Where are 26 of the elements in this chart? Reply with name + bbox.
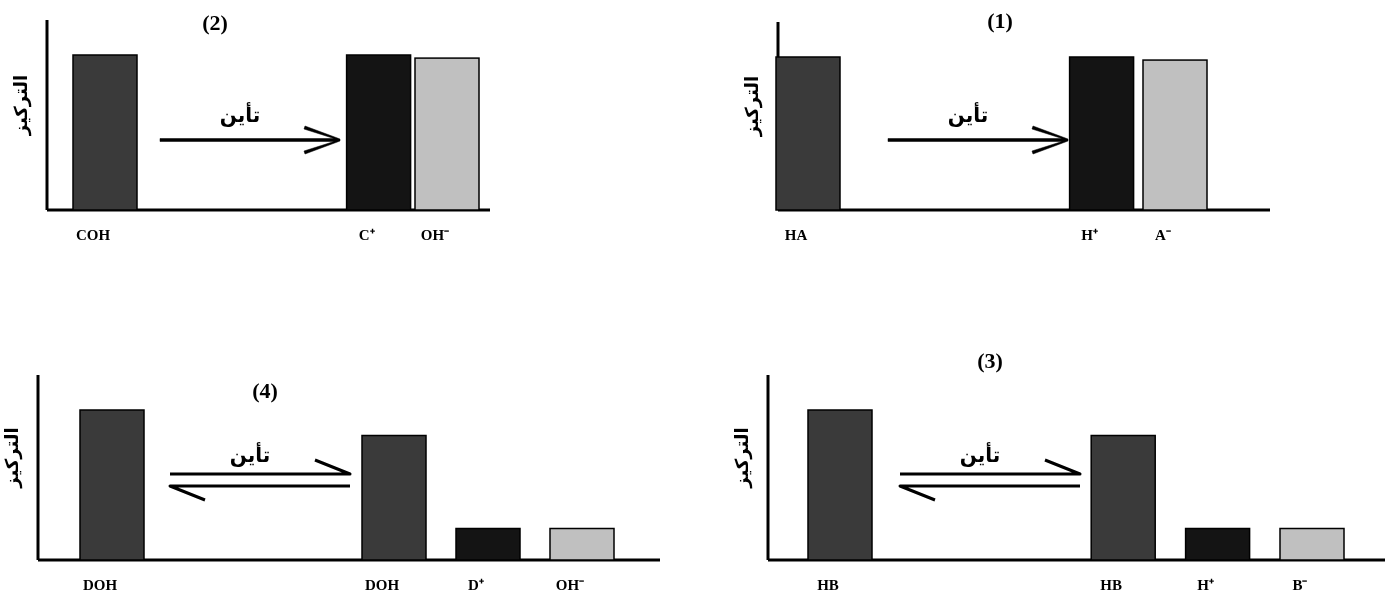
x-tick-label: OH⁻ (555, 577, 585, 593)
y-axis-title: التركيز (10, 74, 32, 137)
x-tick-label: DOH (364, 577, 400, 593)
x-tick-label: HB (1100, 577, 1123, 593)
annotation: تأين (947, 101, 989, 127)
annotation: تأين (959, 441, 1001, 467)
x-tick-label: HB (817, 577, 839, 593)
x-tick-label: OH⁻ (420, 227, 450, 243)
x-tick-label: DOH (82, 577, 118, 593)
x-tick-label: H⁺ (1081, 227, 1098, 243)
x-tick-label: H⁺ (1197, 577, 1214, 593)
x-tick-label: COH (75, 227, 111, 243)
chart-title: (1) (987, 8, 1013, 33)
y-axis-title: التركيز (731, 427, 753, 489)
x-tick-label: B⁻ (1292, 577, 1308, 593)
chart-title: (2) (202, 10, 228, 35)
y-axis-title: التركيز (741, 75, 763, 138)
y-axis-title: التركيز (1, 427, 23, 489)
annotation: تأين (219, 101, 261, 127)
annotation: تأين (229, 441, 271, 467)
x-tick-label: A⁻ (1155, 227, 1171, 243)
x-tick-label: C⁺ (358, 227, 375, 243)
chart-title: (3) (977, 348, 1003, 373)
x-tick-label: HA (784, 227, 808, 243)
chart-title: (4) (252, 378, 278, 403)
x-tick-label: D⁺ (468, 577, 484, 593)
